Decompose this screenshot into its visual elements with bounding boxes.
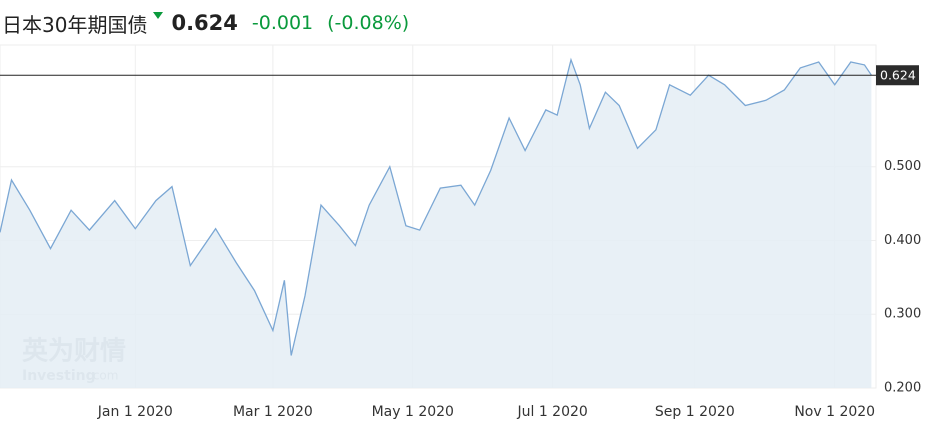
x-tick-label: Nov 1 2020 <box>794 404 875 420</box>
header: 日本30年期国债 0.624 -0.001 (-0.08%) <box>2 6 423 40</box>
watermark: .com <box>89 369 118 383</box>
y-tick-label: 0.200 <box>884 381 921 396</box>
area <box>0 59 872 389</box>
y-tick-label: 0.500 <box>884 159 921 174</box>
watermark: Investing <box>22 368 96 384</box>
y-tick-label: 0.300 <box>884 307 921 322</box>
watermark: 英为财情 <box>22 337 126 367</box>
y-tick-label: 0.400 <box>884 233 921 248</box>
current-value-box <box>876 65 919 86</box>
x-tick-label: Sep 1 2020 <box>655 404 735 420</box>
plot-border <box>0 44 877 389</box>
change-pct: (-0.08%) <box>327 12 410 34</box>
down-arrow <box>153 11 164 19</box>
title: 日本30年期国债 <box>2 12 148 37</box>
x-tick-label: Mar 1 2020 <box>233 404 313 420</box>
price: 0.624 <box>171 11 238 35</box>
current-value-label: 0.624 <box>880 68 916 83</box>
change: -0.001 <box>251 12 314 34</box>
x-tick-label: Jan 1 2020 <box>97 404 173 420</box>
line <box>0 57 872 356</box>
x-tick-label: May 1 2020 <box>372 404 454 420</box>
x-tick-label: Jul 1 2020 <box>516 404 587 420</box>
